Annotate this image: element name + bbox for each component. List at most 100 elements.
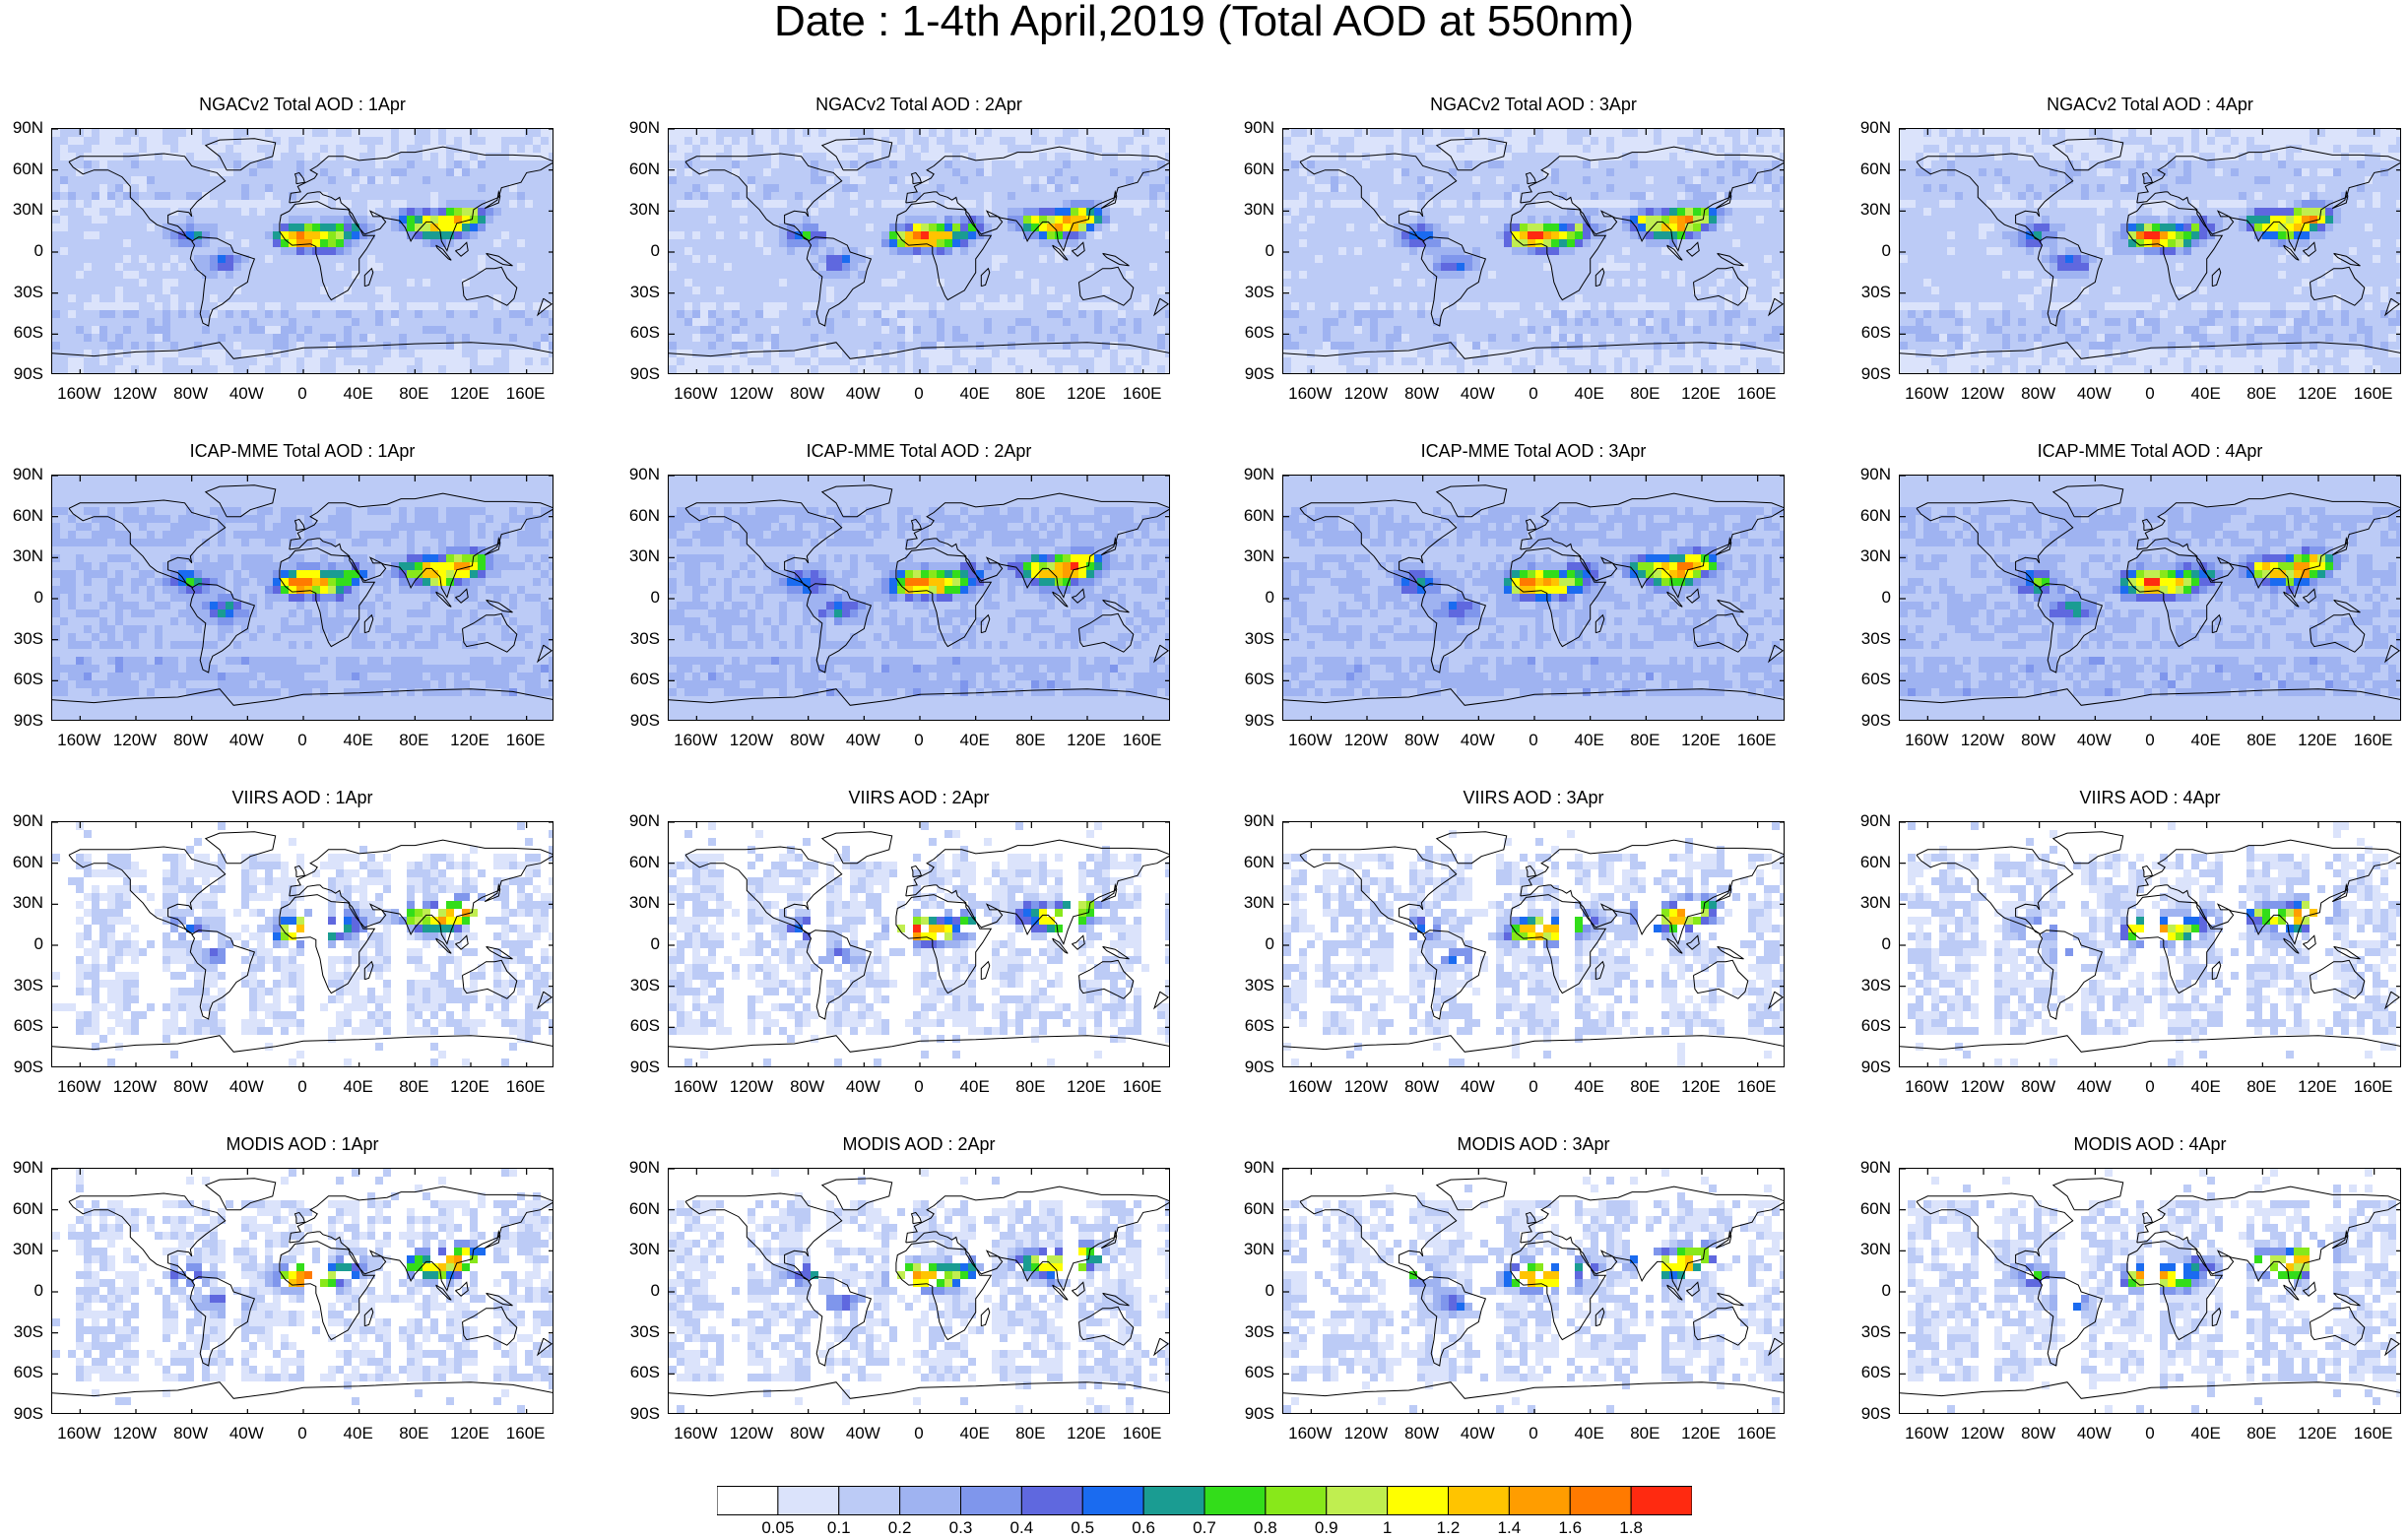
lat-tick-label: 90N bbox=[1231, 465, 1274, 484]
lon-tick-label: 80W bbox=[2009, 384, 2068, 404]
lat-tick-label: 60N bbox=[1231, 160, 1274, 179]
lat-tick-label: 0 bbox=[1231, 934, 1274, 954]
lat-tick-label: 0 bbox=[617, 241, 660, 261]
lat-tick-label: 90N bbox=[617, 465, 660, 484]
lon-tick-label: 80W bbox=[1393, 731, 1452, 750]
map-svg bbox=[669, 476, 1169, 720]
lon-tick-label: 80E bbox=[1615, 1424, 1674, 1443]
map-svg bbox=[1283, 822, 1784, 1066]
aod-field bbox=[1908, 1169, 2400, 1413]
lat-tick-label: 30S bbox=[0, 976, 43, 995]
lon-tick-label: 120W bbox=[105, 731, 164, 750]
lon-tick-label: 80W bbox=[2009, 1424, 2068, 1443]
colorbar-swatch bbox=[1081, 1486, 1144, 1515]
lon-tick-label: 80W bbox=[778, 1424, 837, 1443]
lon-tick-label: 0 bbox=[889, 1077, 948, 1097]
panel-title: VIIRS AOD : 3Apr bbox=[1282, 788, 1785, 808]
axis-ticks bbox=[1283, 1169, 1784, 1413]
lat-tick-label: 90N bbox=[1848, 118, 1891, 138]
lon-tick-label: 160E bbox=[2344, 384, 2403, 404]
lon-tick-label: 40W bbox=[2064, 1077, 2123, 1097]
lon-tick-label: 40E bbox=[2177, 1424, 2236, 1443]
colorbar-label: 0.4 bbox=[997, 1518, 1046, 1538]
lon-tick-label: 120W bbox=[1336, 1424, 1396, 1443]
coastlines bbox=[1283, 1178, 1784, 1399]
lon-tick-label: 40E bbox=[945, 731, 1005, 750]
lat-tick-label: 90N bbox=[1848, 811, 1891, 831]
lon-tick-label: 40E bbox=[2177, 731, 2236, 750]
lat-tick-label: 60N bbox=[617, 1199, 660, 1219]
lon-tick-label: 120W bbox=[722, 384, 781, 404]
axis-ticks bbox=[669, 822, 1169, 1066]
lon-tick-label: 160W bbox=[1897, 384, 1956, 404]
lon-tick-label: 160W bbox=[1280, 1077, 1339, 1097]
lat-tick-label: 90N bbox=[1848, 465, 1891, 484]
axis-ticks bbox=[1283, 129, 1784, 373]
colorbar-label: 0.1 bbox=[814, 1518, 864, 1538]
lat-tick-label: 90N bbox=[1231, 1158, 1274, 1178]
lat-tick-label: 90S bbox=[1231, 1058, 1274, 1077]
lon-tick-label: 80E bbox=[2232, 1077, 2291, 1097]
lat-tick-label: 30S bbox=[1231, 1322, 1274, 1342]
lon-tick-label: 40E bbox=[945, 1077, 1005, 1097]
lon-tick-label: 80E bbox=[1001, 1424, 1060, 1443]
lat-tick-label: 90N bbox=[617, 811, 660, 831]
map-svg bbox=[669, 129, 1169, 373]
lat-tick-label: 60S bbox=[1231, 1016, 1274, 1036]
lon-tick-label: 160E bbox=[496, 384, 555, 404]
lon-tick-label: 120E bbox=[1057, 1077, 1116, 1097]
lon-tick-label: 0 bbox=[273, 384, 332, 404]
lon-tick-label: 160W bbox=[666, 384, 725, 404]
coastlines bbox=[1283, 138, 1784, 359]
lon-tick-label: 0 bbox=[889, 731, 948, 750]
lat-tick-label: 30S bbox=[1848, 629, 1891, 649]
colorbar-swatch bbox=[717, 1486, 779, 1515]
aod-field bbox=[52, 822, 553, 1066]
lon-tick-label: 120E bbox=[440, 384, 499, 404]
lat-tick-label: 60S bbox=[1231, 323, 1274, 343]
lon-tick-label: 40W bbox=[1448, 384, 1507, 404]
lat-tick-label: 60S bbox=[0, 670, 43, 689]
lat-tick-label: 90N bbox=[617, 1158, 660, 1178]
lon-tick-label: 120E bbox=[1057, 731, 1116, 750]
lat-tick-label: 30N bbox=[0, 893, 43, 913]
lon-tick-label: 80W bbox=[162, 384, 221, 404]
lon-tick-label: 120W bbox=[105, 1424, 164, 1443]
axis-ticks bbox=[52, 476, 553, 720]
coastlines bbox=[52, 831, 553, 1053]
lat-tick-label: 30N bbox=[0, 200, 43, 220]
lat-tick-label: 30N bbox=[0, 1240, 43, 1259]
panel-title: ICAP-MME Total AOD : 4Apr bbox=[1899, 441, 2401, 462]
lat-tick-label: 90N bbox=[617, 118, 660, 138]
colorbar-swatch bbox=[1204, 1486, 1267, 1515]
lon-tick-label: 80E bbox=[1001, 384, 1060, 404]
lat-tick-label: 90N bbox=[0, 465, 43, 484]
colorbar-swatch bbox=[1265, 1486, 1328, 1515]
colorbar-label: 1.6 bbox=[1545, 1518, 1594, 1538]
lat-tick-label: 60S bbox=[0, 1016, 43, 1036]
lon-tick-label: 80W bbox=[778, 1077, 837, 1097]
lat-tick-label: 0 bbox=[1848, 588, 1891, 608]
lon-tick-label: 120E bbox=[2288, 731, 2347, 750]
coastlines bbox=[669, 831, 1169, 1053]
lat-tick-label: 30S bbox=[1848, 976, 1891, 995]
lat-tick-label: 30N bbox=[0, 546, 43, 566]
lon-tick-label: 120W bbox=[1953, 384, 2012, 404]
coastlines bbox=[669, 138, 1169, 359]
lon-tick-label: 80E bbox=[1001, 1077, 1060, 1097]
aod-field bbox=[1900, 129, 2400, 373]
lat-tick-label: 60N bbox=[1848, 506, 1891, 526]
panel-title: ICAP-MME Total AOD : 1Apr bbox=[51, 441, 553, 462]
lon-tick-label: 40W bbox=[2064, 1424, 2123, 1443]
lon-tick-label: 40W bbox=[217, 1424, 276, 1443]
lon-tick-label: 0 bbox=[889, 384, 948, 404]
axis-ticks bbox=[1900, 476, 2400, 720]
lon-tick-label: 40W bbox=[217, 731, 276, 750]
lat-tick-label: 30N bbox=[1231, 200, 1274, 220]
lon-tick-label: 40W bbox=[1448, 1424, 1507, 1443]
lat-tick-label: 60S bbox=[1231, 670, 1274, 689]
colorbar-swatch bbox=[1020, 1486, 1083, 1515]
lon-tick-label: 40E bbox=[1560, 1077, 1619, 1097]
lat-tick-label: 90N bbox=[1231, 811, 1274, 831]
lat-tick-label: 30N bbox=[1231, 893, 1274, 913]
